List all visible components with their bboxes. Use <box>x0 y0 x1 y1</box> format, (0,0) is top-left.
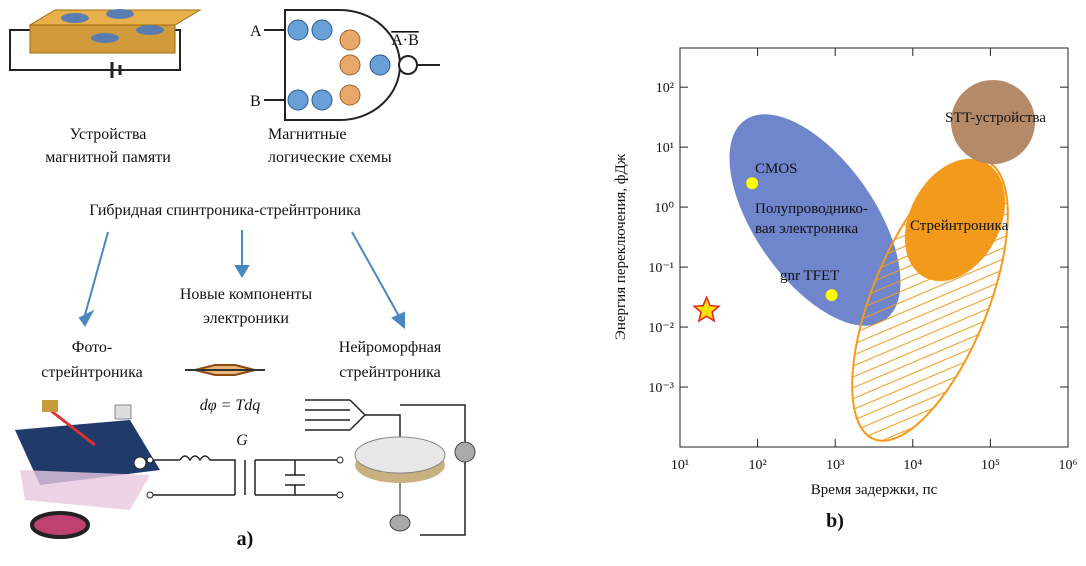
logic-label: логические схемы <box>268 149 392 166</box>
terminal <box>147 457 153 463</box>
memory-cell <box>106 9 134 19</box>
x-tick-label: 10⁴ <box>903 458 922 473</box>
point-label: gnr TFET <box>780 268 839 284</box>
neuro-label: Нейроморфная <box>339 339 442 356</box>
y-tick-label: 10² <box>656 81 674 96</box>
region-label: вая электроника <box>755 221 858 237</box>
hybrid-label: Гибридная спинтроника-стрейнтроника <box>89 202 361 219</box>
components-label: Новые компоненты <box>180 286 313 303</box>
components-label: электроники <box>203 310 289 327</box>
point <box>826 289 838 301</box>
y-axis-label: Энергия переключения, фДж <box>613 153 629 340</box>
figure: Устройства магнитной памяти A B A·B Магн… <box>0 0 1086 561</box>
panel-a: Устройства магнитной памяти A B A·B Магн… <box>10 9 475 550</box>
photo-label: стрейнтроника <box>41 364 142 381</box>
nand-bubble <box>399 56 417 74</box>
logic-magnets <box>288 20 390 110</box>
voltmeter <box>134 457 146 469</box>
memory-label: Устройства <box>70 126 147 143</box>
detector <box>115 405 131 419</box>
x-tick-label: 10³ <box>826 458 844 473</box>
output-label: A·B <box>391 32 419 49</box>
circuit <box>150 456 340 495</box>
formula: dφ = Tdq <box>200 397 261 414</box>
panel-label: b) <box>826 510 844 532</box>
terminal <box>337 457 343 463</box>
x-tick-label: 10¹ <box>671 458 689 473</box>
voltage-source <box>455 442 475 462</box>
logic-label: Магнитные <box>268 126 346 143</box>
x-tick-label: 10⁵ <box>981 458 1000 473</box>
photo-ring <box>32 513 88 537</box>
x-tick-label: 10⁶ <box>1059 458 1078 473</box>
neuro-node <box>390 515 410 531</box>
panel-label: a) <box>237 528 254 550</box>
g-label: G <box>236 432 248 449</box>
laser-source <box>42 400 58 412</box>
y-tick-label: 10⁻² <box>648 321 674 336</box>
y-tick-label: 10⁻³ <box>648 381 674 396</box>
region-label: Стрейнтроника <box>910 218 1009 234</box>
y-tick-label: 10¹ <box>656 141 674 156</box>
panel-b: Полупроводнико- вая электроника Стрейнтр… <box>613 48 1078 532</box>
point-label: CMOS <box>755 161 798 177</box>
y-tick-label: 10⁻¹ <box>648 261 674 276</box>
region-label: Полупроводнико- <box>755 201 868 217</box>
logic-magnets <box>340 30 360 105</box>
terminal <box>337 492 343 498</box>
point <box>746 177 758 189</box>
neuro-device <box>355 437 445 473</box>
y-tick-label: 10⁰ <box>654 201 674 216</box>
region-label: STT-устройства <box>945 110 1046 126</box>
x-tick-label: 10² <box>748 458 766 473</box>
x-axis-label: Время задержки, пс <box>811 482 938 498</box>
memory-label: магнитной памяти <box>45 149 171 166</box>
memory-cell <box>91 33 119 43</box>
input-b: B <box>250 93 261 110</box>
memory-cell <box>61 13 89 23</box>
neuro-label: стрейнтроника <box>339 364 440 381</box>
terminal <box>147 492 153 498</box>
photo-device <box>20 470 150 510</box>
memory-cell <box>136 25 164 35</box>
photo-label: Фото- <box>72 339 113 356</box>
input-a: A <box>250 23 262 40</box>
point-star <box>694 297 719 321</box>
